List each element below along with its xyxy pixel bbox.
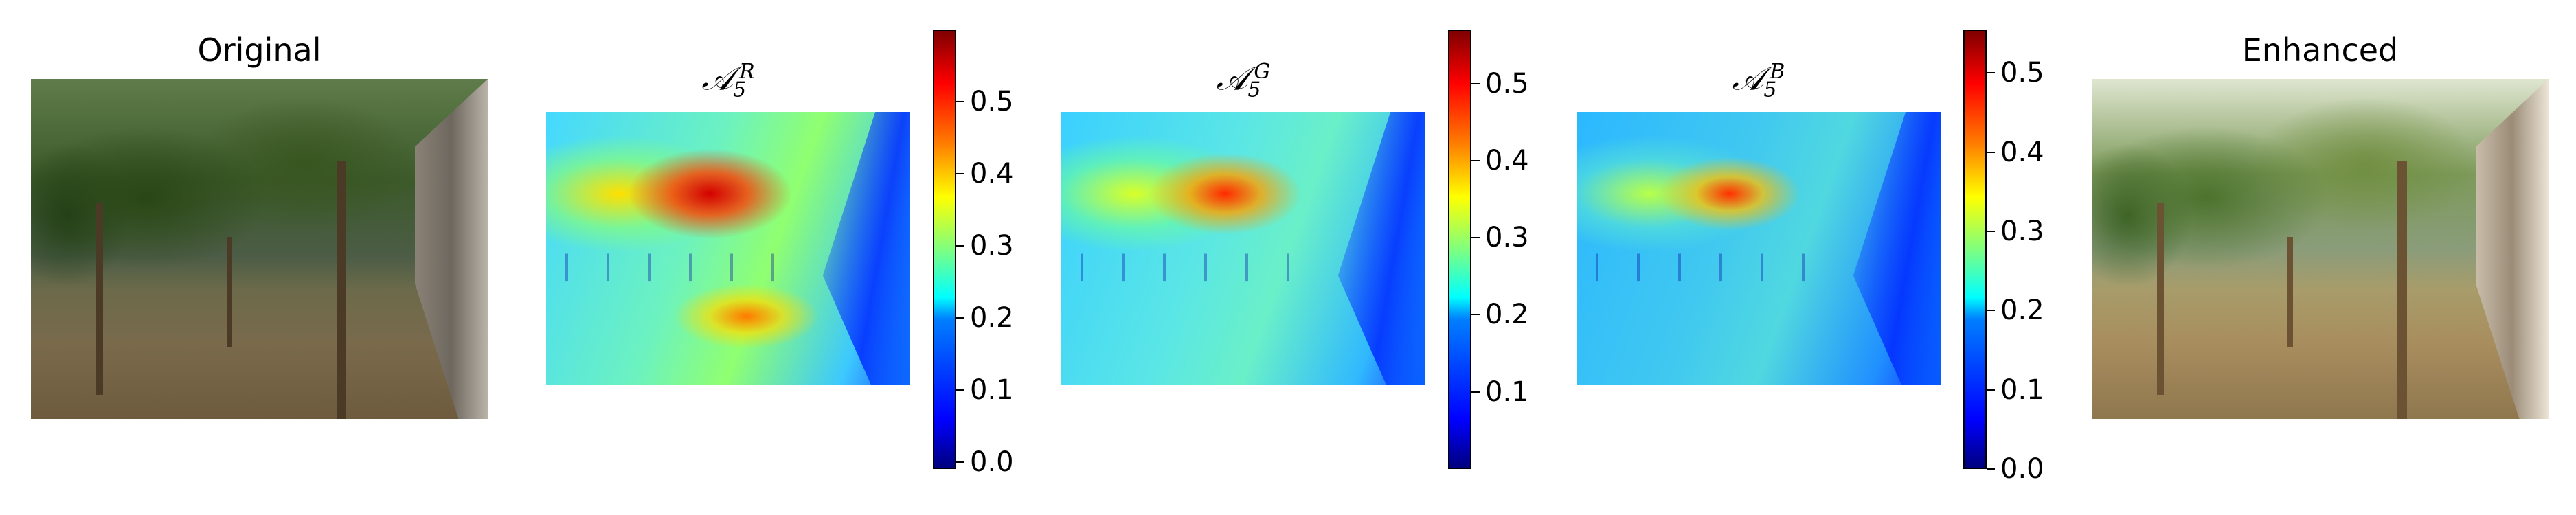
colorbar-tick xyxy=(956,317,964,319)
colorbar-tick xyxy=(1987,389,1995,391)
colorbar-tick-label: 0.1 xyxy=(2000,374,2044,406)
colorbar-tick-label: 0.3 xyxy=(1485,222,1529,254)
colorbar-tick-label: 0.1 xyxy=(1485,376,1529,408)
colorbar-tick-label: 0.5 xyxy=(2000,57,2044,89)
panel-a5-r: 𝒜5R 0.0 0.1 0.2 0.3 0.4 0.5 xyxy=(546,27,1014,476)
colorbar-tick xyxy=(1987,72,1995,74)
panel-enhanced: Enhanced xyxy=(2092,27,2549,426)
tree-trunk xyxy=(2397,161,2407,419)
tree-trunk xyxy=(96,203,103,395)
panel-a5-b: 𝒜5B 0.0 0.1 0.2 0.3 0.4 0.5 xyxy=(1577,27,2044,483)
panel-title-a5-b: 𝒜5B xyxy=(1732,59,1785,102)
building-corridor xyxy=(414,79,488,419)
colorbar-tick xyxy=(1987,310,1995,312)
colorbar-tick xyxy=(1471,82,1480,84)
tree-trunk xyxy=(227,237,232,347)
colorbar-tick-label: 0.0 xyxy=(970,446,1014,478)
panel-title-a5-g: 𝒜5G xyxy=(1216,59,1271,102)
panel-a5-g: 𝒜5G 0.1 0.2 0.3 0.4 0.5 xyxy=(1061,27,1529,474)
colorbar-tick xyxy=(1471,314,1480,316)
enhanced-photo xyxy=(2092,79,2549,419)
panel-original: Original xyxy=(31,27,488,426)
colorbar-tick-label: 0.2 xyxy=(970,301,1014,334)
colorbar-tick xyxy=(1471,391,1480,393)
colorbar-b xyxy=(1963,30,1987,469)
colorbar-tick-label: 0.4 xyxy=(1485,144,1529,176)
colorbar-tick-label: 0.0 xyxy=(2000,453,2044,485)
colorbar-tick-label: 0.3 xyxy=(970,229,1014,262)
tree-trunk xyxy=(2287,237,2293,347)
colorbar-tick xyxy=(956,244,964,247)
colorbar-tick-label: 0.2 xyxy=(2000,295,2044,327)
original-photo xyxy=(31,79,488,419)
colorbar-tick-label: 0.3 xyxy=(2000,216,2044,248)
panel-title-original: Original xyxy=(197,32,321,69)
colorbar-tick xyxy=(956,172,964,174)
colorbar-tick-label: 0.5 xyxy=(1485,67,1529,100)
attention-map-r xyxy=(546,112,910,385)
colorbar-tick-label: 0.4 xyxy=(2000,136,2044,168)
colorbar-tick-label: 0.1 xyxy=(970,374,1014,406)
colorbar-tick xyxy=(1471,237,1480,239)
colorbar-tick xyxy=(956,389,964,391)
panel-title-a5-r: 𝒜5R xyxy=(701,59,755,102)
attention-map-g xyxy=(1061,112,1425,385)
colorbar-tick-label: 0.5 xyxy=(970,85,1014,117)
colorbar-g xyxy=(1448,30,1471,469)
colorbar-tick xyxy=(956,100,964,102)
colorbar-tick xyxy=(1471,159,1480,161)
colorbar-tick xyxy=(1987,231,1995,233)
tree-trunk xyxy=(2157,203,2164,395)
building-corridor xyxy=(2475,79,2549,419)
colorbar-r xyxy=(933,30,956,469)
panel-title-enhanced: Enhanced xyxy=(2241,32,2399,69)
colorbar-tick-label: 0.4 xyxy=(970,157,1014,190)
colorbar-tick xyxy=(1987,468,1995,470)
attention-map-b xyxy=(1577,112,1941,385)
colorbar-tick-label: 0.2 xyxy=(1485,299,1529,331)
colorbar-tick xyxy=(1987,151,1995,153)
tree-trunk xyxy=(337,161,346,419)
colorbar-tick xyxy=(956,461,964,463)
